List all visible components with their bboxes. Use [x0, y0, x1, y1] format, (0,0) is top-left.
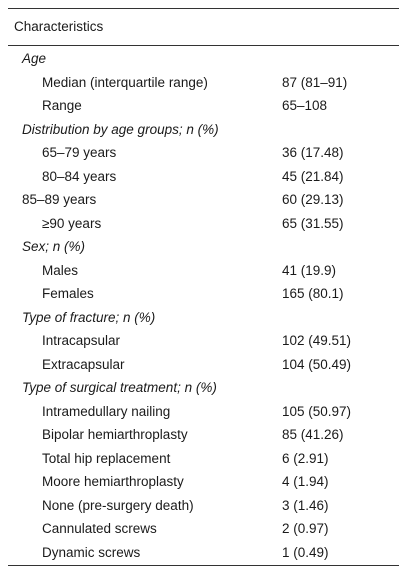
section-title: Age: [22, 51, 47, 66]
item-value: 4 (1.94): [282, 474, 329, 489]
item-row: Range 65–108: [8, 94, 399, 118]
item-row: 80–84 years 45 (21.84): [8, 165, 399, 189]
item-label: Intracapsular: [42, 333, 121, 348]
item-value: 85 (41.26): [282, 427, 344, 442]
item-row: Females 165 (80.1): [8, 282, 399, 306]
item-label: Bipolar hemiarthroplasty: [42, 427, 188, 442]
item-label: 65–79 years: [42, 145, 117, 160]
item-label: Total hip replacement: [42, 450, 171, 466]
item-label: Cannulated screws: [42, 521, 157, 536]
item-value: 60 (29.13): [282, 192, 344, 207]
section-title: Sex; n (%): [22, 239, 86, 254]
item-row: 65–79 years 36 (17.48): [8, 141, 399, 165]
item-label: Males: [42, 262, 79, 278]
table: Characteristics Age Median (interquartile…: [8, 8, 399, 566]
section-row: Type of surgical treatment; n (%): [8, 376, 399, 400]
item-row: Bipolar hemiarthroplasty 85 (41.26): [8, 423, 399, 447]
item-label: Extracapsular: [42, 356, 125, 372]
section-row: Sex; n (%): [8, 235, 399, 259]
item-row: None (pre-surgery death) 3 (1.46): [8, 494, 399, 518]
item-value: 2 (0.97): [282, 521, 329, 536]
item-row: Moore hemiarthroplasty 4 (1.94): [8, 470, 399, 494]
item-value: 1 (0.49): [282, 544, 329, 560]
table-body: Age Median (interquartile range) 87 (81–91…: [8, 46, 399, 565]
item-value: 65 (31.55): [282, 215, 344, 231]
item-label: 80–84 years: [42, 168, 117, 184]
section-title: Distribution by age groups; n (%): [22, 121, 219, 137]
item-row: Median (interquartile range) 87 (81–91): [8, 71, 399, 95]
item-row: ≥90 years 65 (31.55): [8, 212, 399, 236]
item-label: None (pre-surgery death): [42, 497, 194, 513]
item-row: Cannulated screws 2 (0.97): [8, 517, 399, 541]
item-label: Moore hemiarthroplasty: [42, 474, 184, 489]
item-value: 45 (21.84): [282, 168, 344, 184]
item-value: 6 (2.91): [282, 450, 329, 466]
item-value: 3 (1.46): [282, 497, 329, 513]
section-row: Age: [8, 47, 399, 71]
item-row: Dynamic screws 1 (0.49): [8, 541, 399, 565]
item-row: Intramedullary nailing 105 (50.97): [8, 400, 399, 424]
item-label: Median (interquartile range): [42, 74, 208, 90]
item-label: Range: [42, 98, 82, 113]
item-value: 104 (50.49): [282, 356, 352, 372]
section-row: Type of fracture; n (%): [8, 306, 399, 330]
item-label: Intramedullary nailing: [42, 403, 171, 419]
section-title: Type of surgical treatment; n (%): [22, 380, 217, 395]
table-header: Characteristics: [8, 9, 399, 46]
item-label: 85–89 years: [22, 192, 97, 207]
item-label: Dynamic screws: [42, 544, 141, 560]
section-title: Type of fracture; n (%): [22, 309, 156, 325]
item-value: 165 (80.1): [282, 286, 344, 301]
item-value: 41 (19.9): [282, 262, 337, 278]
item-label: ≥90 years: [42, 215, 102, 231]
item-label: Females: [42, 286, 94, 301]
item-row: Intracapsular 102 (49.51): [8, 329, 399, 353]
item-row: 85–89 years 60 (29.13): [8, 188, 399, 212]
item-value: 65–108: [282, 98, 328, 113]
section-row: Distribution by age groups; n (%): [8, 118, 399, 142]
item-row: Total hip replacement 6 (2.91): [8, 447, 399, 471]
item-value: 36 (17.48): [282, 145, 344, 160]
item-value: 105 (50.97): [282, 403, 352, 419]
item-value: 87 (81–91): [282, 74, 348, 90]
item-value: 102 (49.51): [282, 333, 352, 348]
item-row: Extracapsular 104 (50.49): [8, 353, 399, 377]
item-row: Males 41 (19.9): [8, 259, 399, 283]
